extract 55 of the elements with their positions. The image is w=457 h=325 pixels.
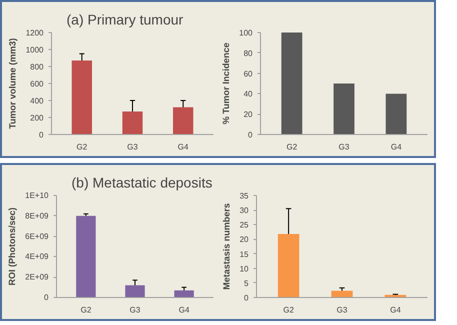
y-axis-title: Tumor volume (mm3) — [8, 38, 18, 129]
bar — [125, 285, 145, 298]
y-tick-label: 200 — [30, 114, 44, 122]
chart-title: (b) Metastatic deposits — [72, 174, 212, 190]
y-tick-label: 40 — [244, 90, 254, 99]
y-tick-label: 15 — [240, 250, 250, 259]
y-tick-label: 1E+10 — [25, 191, 50, 200]
y-tick-label: 20 — [240, 235, 250, 244]
y-tick-label: 10 — [240, 264, 250, 274]
y-tick-label: 8E+09 — [25, 211, 50, 220]
x-tick-label: G4 — [178, 142, 190, 152]
y-tick-label: 0 — [244, 294, 250, 302]
y-axis-title: % Tumor Incidence — [221, 42, 232, 124]
x-tick-label: G2 — [286, 142, 298, 152]
bar — [72, 60, 92, 134]
bar — [281, 32, 302, 134]
y-tick-label: 6E+09 — [25, 232, 50, 241]
x-tick-label: G4 — [390, 142, 402, 152]
y-tick-label: 1000 — [26, 46, 44, 54]
x-tick-label: G2 — [283, 306, 294, 314]
y-tick-label: 400 — [30, 96, 44, 106]
y-tick-label: 5 — [244, 278, 250, 288]
x-tick-label: G4 — [390, 306, 402, 314]
y-tick-label: 35 — [240, 192, 250, 200]
y-tick-label: 4E+09 — [25, 252, 50, 262]
y-tick-label: 100 — [239, 28, 254, 38]
y-tick-label: 80 — [244, 48, 254, 58]
x-tick-label: G3 — [336, 306, 348, 314]
bar — [334, 84, 354, 134]
y-tick-label: 600 — [30, 80, 44, 88]
y-axis-title: ROI (Photons/sec) — [7, 207, 18, 286]
bar — [173, 107, 194, 134]
x-tick-label: G2 — [76, 142, 88, 152]
bar — [386, 94, 407, 134]
x-tick-label: G3 — [338, 142, 350, 152]
x-tick-label: G3 — [127, 142, 138, 152]
chart-title: (a) Primary tumour — [66, 12, 184, 28]
y-tick-label: 60 — [244, 69, 254, 78]
y-tick-label: 30 — [240, 206, 250, 216]
y-tick-label: 0 — [248, 130, 254, 140]
y-tick-label: 1200 — [26, 28, 44, 38]
bar — [174, 290, 194, 298]
bar — [122, 112, 143, 134]
y-axis-title: Metastasis numbers — [222, 203, 232, 290]
y-tick-label: 800 — [30, 62, 44, 72]
y-tick-label: 0 — [39, 130, 44, 140]
bar — [278, 234, 300, 298]
y-tick-label: 0 — [44, 293, 50, 302]
y-tick-label: 25 — [240, 220, 250, 230]
x-tick-label: G4 — [178, 306, 190, 314]
bar — [76, 216, 96, 298]
x-tick-label: G2 — [80, 306, 92, 314]
y-tick-label: 2E+09 — [25, 272, 50, 282]
y-tick-label: 20 — [244, 110, 254, 120]
x-tick-label: G3 — [130, 306, 141, 314]
